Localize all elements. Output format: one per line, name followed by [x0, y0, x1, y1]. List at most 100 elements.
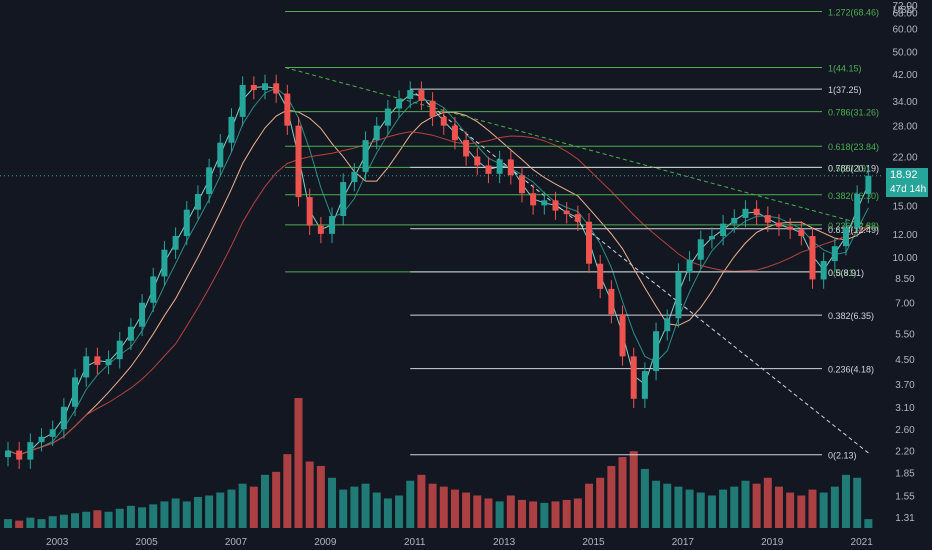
candle-body: [306, 197, 313, 226]
currency-label: USD: [892, 5, 914, 16]
candle-body: [261, 83, 268, 91]
candle-body: [83, 356, 90, 378]
fib-upper-label: 0.618(23.84): [828, 142, 879, 152]
volume-bar: [93, 510, 102, 528]
volume-bar: [707, 495, 716, 528]
volume-bar: [752, 483, 761, 528]
candle-body: [731, 217, 738, 224]
volume-bar: [629, 451, 638, 528]
fib-upper-label: 1(44.15): [828, 63, 862, 73]
volume-bar: [383, 498, 392, 528]
volume-bar: [160, 501, 169, 528]
candle-body: [451, 125, 458, 141]
volume-bar: [473, 495, 482, 528]
y-tick-label: 2.60: [895, 425, 915, 436]
volume-bar: [216, 492, 225, 528]
ma-slow-line: [7, 109, 869, 456]
volume-bar: [149, 504, 158, 528]
candle-body: [362, 140, 369, 172]
candle-body: [820, 261, 827, 280]
fib-lower-label: 0.382(6.35): [828, 311, 874, 321]
candle-body: [127, 326, 134, 341]
trendline: [284, 66, 880, 230]
volume-bar: [540, 502, 549, 528]
y-tick-label: 60.00: [892, 24, 917, 35]
candle-body: [206, 167, 213, 194]
volume-bar: [238, 483, 247, 528]
candle-body: [507, 159, 514, 176]
candle-body: [764, 215, 771, 223]
volume-bar: [774, 486, 783, 528]
volume-bar: [283, 454, 292, 528]
y-tick-label: 7.00: [895, 299, 915, 310]
candle-body: [518, 175, 525, 194]
volume-bar: [506, 495, 515, 528]
candle-body: [474, 156, 481, 166]
volume-bar: [730, 486, 739, 528]
volume-bar: [395, 495, 404, 528]
y-tick-label: 4.50: [895, 355, 915, 366]
volume-bar: [417, 474, 426, 528]
candle-body: [653, 331, 660, 372]
y-tick-label: 12.00: [892, 230, 917, 241]
volume-bar: [15, 520, 24, 528]
volume-bar: [37, 519, 46, 528]
candle-body: [552, 200, 559, 211]
volume-bar: [48, 516, 57, 528]
fib-lower-label: 0.5(8.91): [828, 268, 864, 278]
candle-body: [429, 100, 436, 117]
x-tick-label: 2003: [46, 537, 69, 548]
candle-body: [664, 318, 671, 332]
y-tick-label: 42.00: [892, 70, 917, 81]
y-tick-label: 34.00: [892, 97, 917, 108]
volume-bar: [741, 480, 750, 528]
volume-bar: [462, 492, 471, 528]
volume-bar: [294, 398, 303, 528]
candle-body: [608, 288, 615, 315]
candle-body: [798, 229, 805, 237]
volume-bar: [82, 511, 91, 528]
candle-body: [563, 210, 570, 215]
candle-body: [250, 84, 257, 91]
volume-bar: [853, 477, 862, 528]
candle-body: [619, 314, 626, 357]
candle-body: [161, 249, 168, 277]
fib-upper-label: 0.786(31.26): [828, 108, 879, 118]
volume-bar: [339, 489, 348, 528]
volume-bar: [607, 465, 616, 528]
y-tick-label: 1.31: [895, 513, 915, 524]
volume-bar: [4, 519, 12, 528]
volume-bar: [260, 474, 269, 528]
volume-bar: [640, 468, 649, 528]
candle-body: [373, 125, 380, 141]
volume-bar: [517, 499, 526, 528]
volume-bar: [316, 465, 325, 528]
candle-body: [418, 90, 425, 101]
candle-body: [574, 214, 581, 222]
current-price-label: 18.92: [886, 168, 928, 183]
candle-body: [295, 125, 302, 198]
y-tick-label: 28.00: [892, 122, 917, 133]
fib-lower-label: 0.236(4.18): [828, 365, 874, 375]
volume-bar: [249, 486, 258, 528]
x-tick-label: 2007: [225, 537, 248, 548]
candle-body: [865, 175, 872, 194]
volume-bar: [685, 489, 694, 528]
y-tick-label: 72.00: [892, 1, 917, 12]
x-tick-label: 2005: [135, 537, 158, 548]
volume-bar: [182, 501, 191, 528]
volume-bar: [674, 486, 683, 528]
x-tick-label: 2011: [404, 537, 426, 548]
volume-bar: [227, 489, 236, 528]
fib-lower-label: 0.618(12.49): [828, 225, 879, 235]
volume-bar: [59, 514, 68, 528]
volume-bar: [652, 480, 661, 528]
y-tick-label: 10.00: [892, 253, 917, 264]
ma-long-line: [7, 131, 869, 456]
fib-lower-label: 0.786(20.19): [828, 163, 879, 173]
volume-bar: [551, 501, 560, 528]
candle-body: [194, 193, 201, 210]
fib-lower-label: 0(2.13): [828, 451, 857, 461]
candle-body: [697, 239, 704, 260]
